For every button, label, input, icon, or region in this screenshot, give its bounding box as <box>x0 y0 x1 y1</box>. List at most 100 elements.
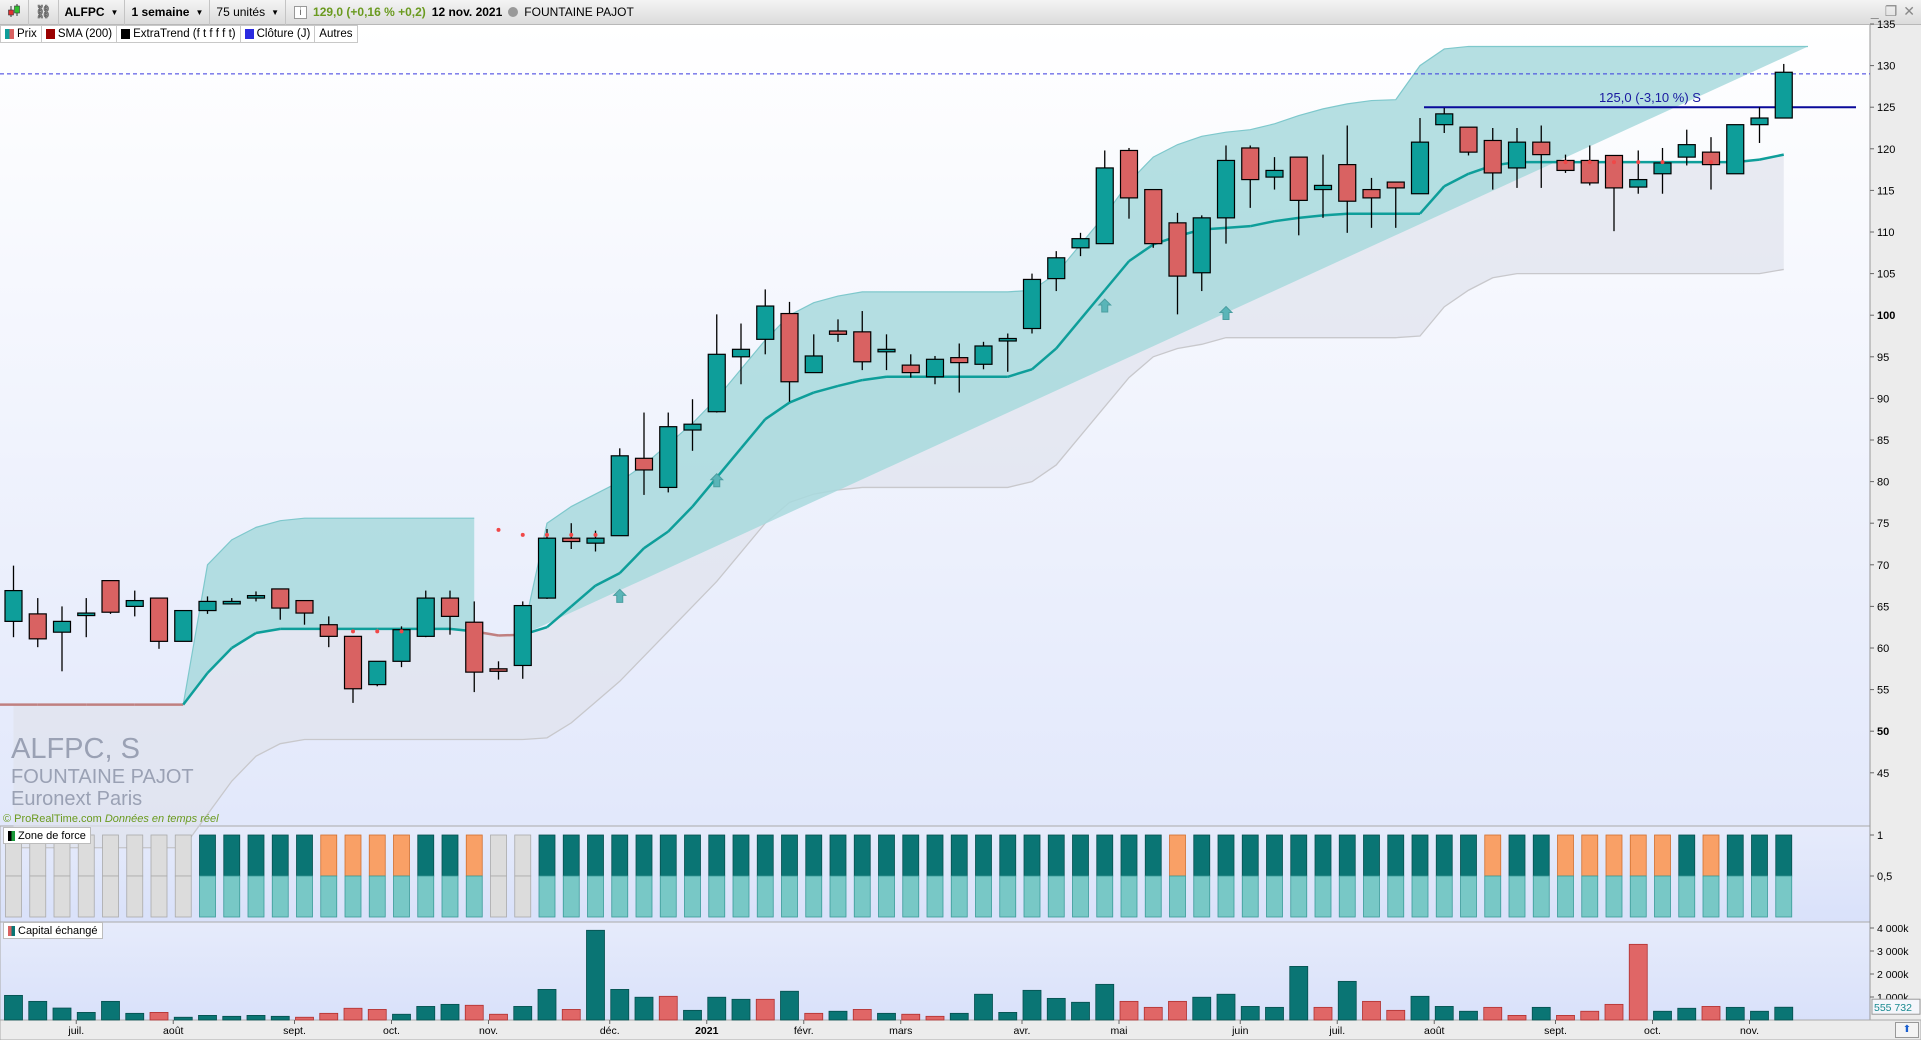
candle <box>1386 181 1405 228</box>
signal-dot <box>375 629 380 634</box>
zone-bar-top <box>902 834 920 877</box>
zone-bar <box>490 834 507 918</box>
extratrend-segment <box>1419 185 1446 215</box>
extratrend-segment <box>546 605 573 629</box>
candle <box>1410 118 1430 195</box>
volume-bar <box>295 1016 314 1021</box>
chevron-down-icon: ▼ <box>271 7 280 17</box>
volume-bar <box>1313 1006 1333 1021</box>
volume-bar <box>1531 1006 1551 1021</box>
candle-body <box>1362 188 1381 199</box>
extratrend-segment <box>715 447 742 479</box>
zone-bar-top <box>344 834 362 877</box>
extratrend-segment <box>813 384 839 394</box>
zone-bar <box>29 834 47 918</box>
price-tick-label: 60 <box>1877 643 1889 655</box>
candle-body <box>974 345 993 365</box>
candle <box>1313 154 1333 218</box>
price-tick-label: 90 <box>1877 393 1889 405</box>
candle-body <box>319 624 338 637</box>
zone-bar-bottom <box>684 875 701 918</box>
extratrend-segment <box>255 627 281 635</box>
scroll-to-end-button[interactable]: ⬆ <box>1895 1022 1919 1038</box>
candle <box>1168 212 1187 315</box>
zone-bar <box>1532 834 1550 918</box>
zone-bar <box>1484 834 1502 918</box>
zone-bar-bottom <box>441 875 459 918</box>
restore-icon[interactable]: ❐ <box>1884 3 1898 19</box>
symbol-label: ALFPC <box>64 5 105 19</box>
extratrend-segment <box>691 476 718 508</box>
zone-bar <box>587 834 604 918</box>
link-button[interactable]: ⛓ <box>29 0 59 25</box>
candle <box>1459 126 1478 156</box>
candle-body <box>853 331 872 363</box>
signal-dot <box>1612 160 1616 165</box>
period-dropdown[interactable]: 1 semaine ▼ <box>125 0 211 25</box>
zone-bar-bottom <box>368 875 386 918</box>
zone-bar-bottom <box>150 875 168 918</box>
volume-bar <box>125 1012 145 1021</box>
extratrend-segment <box>594 572 621 587</box>
price-tick-label: 85 <box>1877 435 1889 447</box>
zone-bar-top <box>1072 834 1089 877</box>
legend-item[interactable]: Prix <box>0 25 42 43</box>
candle <box>1750 107 1769 143</box>
legend-item[interactable]: Autres <box>315 25 358 43</box>
candle-body <box>683 423 702 431</box>
zone-bar-top <box>878 834 895 877</box>
volume-bar <box>1580 1010 1600 1021</box>
zone-bar-bottom <box>223 875 241 918</box>
time-tick-label: juin <box>1231 1025 1249 1037</box>
zone-bar <box>1557 834 1574 918</box>
zone-bar-top <box>465 834 483 877</box>
volume-tag[interactable]: Capital échangé <box>3 922 103 939</box>
candle <box>52 606 72 672</box>
minimize-icon[interactable]: _ <box>1870 3 1879 19</box>
info-icon[interactable]: i <box>294 5 308 19</box>
zone-bar-top <box>781 834 798 877</box>
zone-bar-top <box>756 834 774 877</box>
realtime-note: Données en temps réel <box>104 813 219 825</box>
zone-bar <box>102 834 119 918</box>
zone-bar-bottom <box>1193 875 1211 918</box>
volume-bar <box>755 998 775 1021</box>
volume-bar <box>1362 1000 1381 1021</box>
zone-bar-top <box>1532 834 1550 877</box>
zone-bar-bottom <box>1629 875 1647 918</box>
extratrend-segment <box>570 584 597 608</box>
chart-type-button[interactable] <box>0 0 29 25</box>
zone-tick-label: 0,5 <box>1877 871 1892 883</box>
zone-bar-bottom <box>781 875 798 918</box>
extratrend-segment <box>1443 172 1470 188</box>
candle-body <box>1701 151 1721 166</box>
zone-de-force-tag[interactable]: Zone de force <box>3 827 91 844</box>
candle <box>368 660 387 687</box>
zone-bar-top <box>1047 834 1065 877</box>
legend-item[interactable]: SMA (200) <box>41 25 118 43</box>
candle <box>198 596 217 614</box>
units-dropdown[interactable]: 75 unités ▼ <box>210 0 287 25</box>
symbol-dropdown[interactable]: ALFPC ▼ <box>59 0 126 25</box>
legend-item[interactable]: Clôture (J) <box>240 25 316 43</box>
zone-bar-top <box>1484 834 1502 877</box>
volume-bar <box>1337 980 1357 1021</box>
extratrend-segment <box>1103 260 1130 292</box>
zone-bar-bottom <box>1508 875 1526 918</box>
last-price-change: 129,0 (+0,16 % +0,2) <box>313 5 426 19</box>
time-tick-label: mars <box>889 1025 912 1037</box>
close-icon[interactable]: ✕ <box>1903 3 1915 19</box>
zone-bar-bottom <box>1605 875 1623 918</box>
zone-bar <box>344 834 362 918</box>
legend-item[interactable]: ExtraTrend (f t f f f t) <box>117 25 241 43</box>
candle <box>489 661 508 680</box>
volume-bar <box>76 1012 96 1021</box>
candle <box>1580 145 1599 186</box>
zone-bar-top <box>174 834 192 877</box>
zone-de-force-title: Zone de force <box>18 829 86 842</box>
candle-body <box>125 599 144 607</box>
candle-body <box>1095 167 1114 245</box>
zone-bar-bottom <box>344 875 362 918</box>
candle-body <box>901 364 920 374</box>
